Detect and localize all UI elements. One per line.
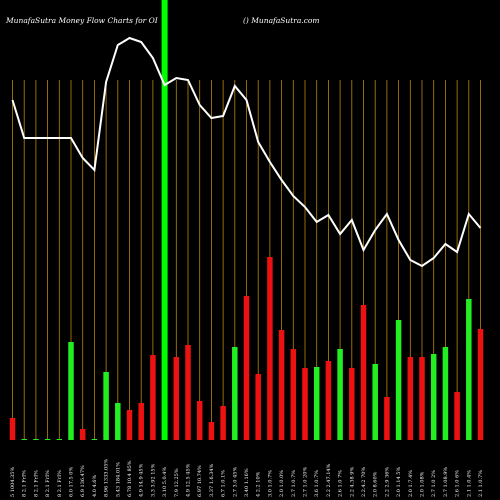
money-flow-bar <box>419 357 425 440</box>
x-tick-label: 2.2 4.38 9% <box>349 467 355 497</box>
money-flow-bar <box>477 329 484 440</box>
x-axis-tick-labels: 5 1004.35% 8 2.1 FrI% 8 2.1 FrI% 8 2.1 FrI%… <box>10 459 484 497</box>
money-flow-bar <box>466 299 472 440</box>
money-flow-bar <box>68 342 74 440</box>
money-flow-bar <box>360 305 367 440</box>
x-tick-label: 2.0 8.60% <box>373 471 379 497</box>
x-tick-label: 2.7 1.0 2% <box>431 470 437 497</box>
bar-series <box>9 257 484 440</box>
x-tick-label: 2.7 3.0 45% <box>232 467 238 497</box>
money-flow-bar <box>349 368 355 440</box>
money-flow-bar <box>196 401 203 440</box>
x-tick-label: 3.10 5.0.4% <box>162 467 168 497</box>
money-flow-bar <box>138 403 144 440</box>
money-flow-bar <box>407 357 414 440</box>
money-flow-bar <box>185 345 191 440</box>
x-tick-label: 8 2.1 FrI% <box>33 470 39 497</box>
x-tick-label: 2.6 1.0 7% <box>338 470 344 497</box>
x-tick-label: 3.37 1.6.34% <box>209 463 215 497</box>
x-tick-label: 2.0 1.7.4% <box>408 470 414 497</box>
x-tick-label: 6.78 10.4 85% <box>127 460 133 497</box>
money-flow-bar <box>56 439 63 440</box>
x-tick-label: 8 2.1 FrI% <box>45 470 51 497</box>
x-tick-label: 6.7 1.0.1% <box>221 470 227 497</box>
money-flow-bar <box>21 439 27 440</box>
x-tick-label: 3.6 1.0.7% <box>314 470 320 497</box>
money-flow-bar <box>173 357 180 440</box>
money-flow-bar <box>126 410 133 440</box>
x-tick-label: 3.0 1.0.7% <box>267 470 273 497</box>
money-flow-bar <box>290 349 297 440</box>
money-flow-bar <box>115 403 121 440</box>
x-tick-label: 6.97 10.74% <box>197 465 203 497</box>
x-tick-label: 2.2.4.2 70% <box>361 467 367 497</box>
x-tick-label: 2.7 1.0 20% <box>303 467 309 497</box>
x-tick-label: 7.9 12.25% <box>174 468 180 497</box>
highlight-column <box>161 0 168 440</box>
money-flow-bar <box>208 422 215 440</box>
money-flow-bar <box>79 429 86 440</box>
money-flow-bar <box>384 397 390 440</box>
money-flow-bar <box>9 418 16 440</box>
money-flow-bar <box>232 347 238 440</box>
x-tick-label: 5 1004.35% <box>10 467 16 497</box>
x-tick-label: 4.9 12.5 45% <box>186 463 192 497</box>
money-flow-bar <box>395 320 402 440</box>
money-flow-bar <box>454 392 460 440</box>
x-tick-label: 6.0 17.5 0% <box>69 467 75 497</box>
money-flow-bar <box>337 349 343 440</box>
x-tick-label: 3.40 1.16% <box>244 468 250 497</box>
x-tick-label: 2.0 1.08% <box>420 471 426 497</box>
money-flow-bar <box>243 296 250 440</box>
x-tick-label: 2.7 1.0.7% <box>291 470 297 497</box>
x-tick-label: 2.2 2.47.14% <box>326 463 332 497</box>
chart-title: MunafaSutra Money Flow Charts for OI <box>5 16 159 25</box>
x-tick-label: 8 2.1 FrI% <box>22 470 28 497</box>
x-tick-label: 4 2.2 10% <box>256 471 262 497</box>
money-flow-bar <box>103 372 109 440</box>
site-credit: () MunafaSutra.com <box>243 16 320 25</box>
money-flow-bar <box>33 439 39 440</box>
x-tick-label: 8 2.1 FrI% <box>57 470 63 497</box>
money-flow-bar <box>313 367 320 440</box>
x-tick-label: 8.96 1333.05% <box>104 459 110 497</box>
x-tick-label: 2.1 1.0.4% <box>466 470 472 497</box>
x-tick-label: 2.2 2.9 36% <box>384 467 390 497</box>
money-flow-bar <box>442 347 449 440</box>
money-flow-bar <box>267 257 273 440</box>
money-flow-bar <box>91 439 98 440</box>
x-tick-label: 2.0 1.14 5% <box>396 467 402 497</box>
x-tick-label: 2.0 1.0.0% <box>279 470 285 497</box>
x-tick-label: 4.9 14.9 45% <box>139 463 145 497</box>
money-flow-bar <box>325 361 332 440</box>
price-line <box>11 36 482 268</box>
money-flow-bar <box>150 355 156 440</box>
x-tick-label: 2.1 1.0.7% <box>478 470 484 497</box>
x-tick-label: 3.3 3.92 15% <box>150 463 156 497</box>
x-tick-label: 5.43 184.01% <box>115 462 121 497</box>
x-tick-label: 2.6 1.0 6% <box>455 470 461 497</box>
money-flow-bar <box>372 364 378 440</box>
money-flow-bar <box>255 374 261 440</box>
x-tick-label: 4.0 4.6% <box>92 475 98 497</box>
x-tick-label: 2.7 1.08.9% <box>443 467 449 497</box>
money-flow-bar <box>430 354 437 440</box>
money-flow-bar <box>302 368 308 440</box>
money-flow-bar <box>44 439 51 440</box>
money-flow-bar <box>278 330 285 440</box>
x-tick-label: 6.9 136.47% <box>80 465 86 497</box>
money-flow-bar <box>220 406 226 440</box>
